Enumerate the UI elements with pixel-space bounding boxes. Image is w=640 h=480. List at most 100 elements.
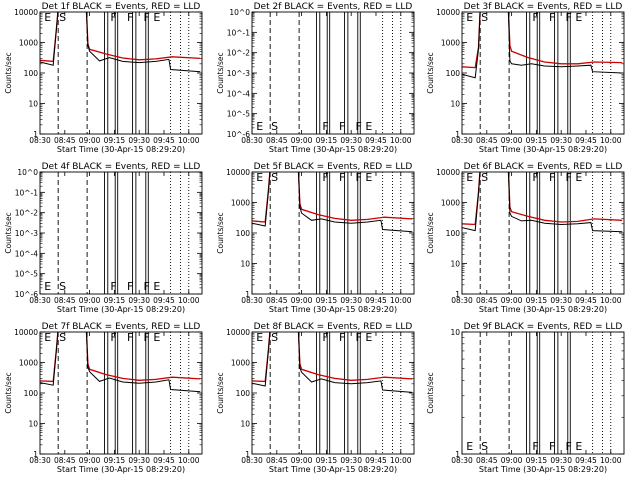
chart-panel-3: Det 3f BLACK = Events, RED = LLD Counts/s… bbox=[426, 2, 625, 154]
chart-panel-2: Det 2f BLACK = Events, RED = LLD Counts/s… bbox=[216, 2, 415, 154]
y-tick-label: 1000 bbox=[231, 199, 250, 208]
y-tick-label: 10^-4 bbox=[227, 89, 251, 98]
flag-marker: F bbox=[565, 171, 571, 184]
y-tick-label: 1 bbox=[33, 450, 38, 459]
y-tick-label: 10 bbox=[450, 100, 460, 109]
y-tick-label: 10^-4 bbox=[15, 249, 39, 258]
y-tick-label: 10^-6 bbox=[15, 290, 39, 299]
flag-marker: S bbox=[59, 331, 66, 344]
y-tick-label: 10000 bbox=[226, 328, 250, 337]
plot-frame bbox=[461, 331, 625, 455]
x-tick-label: 09:00 bbox=[79, 456, 101, 465]
flag-marker: S bbox=[481, 171, 488, 184]
x-tick-label: 09:15 bbox=[526, 456, 548, 465]
chart-panel-7: Det 7f BLACK = Events, RED = LLD Counts/s… bbox=[4, 322, 203, 474]
flag-marker: F bbox=[127, 11, 133, 24]
x-tick-label: 09:45 bbox=[575, 136, 597, 145]
x-tick-label: 08:45 bbox=[476, 456, 498, 465]
x-tick-label: 08:45 bbox=[266, 136, 288, 145]
x-tick-label: 10:00 bbox=[178, 456, 200, 465]
flag-marker: S bbox=[59, 280, 66, 293]
events-series-line bbox=[252, 332, 413, 393]
x-tick-label: 09:30 bbox=[128, 136, 150, 145]
flag-marker: F bbox=[127, 331, 133, 344]
chart-title: Det 1f BLACK = Events, RED = LLD bbox=[42, 2, 201, 12]
y-axis-label: Counts/sec bbox=[4, 212, 13, 253]
x-tick-label: 09:45 bbox=[575, 296, 597, 305]
x-axis-label: Start Time (30-Apr-15 08:29:20) bbox=[57, 465, 185, 474]
chart-panel-9: Det 9f BLACK = Events, RED = LLD Counts/s… bbox=[426, 322, 625, 474]
y-tick-label: 10 bbox=[450, 260, 460, 269]
flag-marker: S bbox=[271, 120, 278, 133]
x-axis-label: Start Time (30-Apr-15 08:29:20) bbox=[269, 145, 397, 154]
x-tick-label: 09:15 bbox=[316, 456, 338, 465]
y-tick-label: 10000 bbox=[436, 8, 460, 17]
x-tick-label: 09:45 bbox=[153, 136, 175, 145]
flag-marker: E bbox=[365, 331, 372, 344]
flag-marker: E bbox=[466, 171, 473, 184]
chart-panel-6: Det 6f BLACK = Events, RED = LLD Counts/s… bbox=[426, 162, 625, 314]
x-axis-label: Start Time (30-Apr-15 08:29:20) bbox=[269, 465, 397, 474]
y-tick-label: 10 bbox=[28, 100, 38, 109]
x-tick-label: 08:30 bbox=[29, 136, 51, 145]
flag-marker: E bbox=[365, 120, 372, 133]
y-tick-label: 1000 bbox=[19, 39, 38, 48]
flag-marker: F bbox=[110, 11, 116, 24]
flag-marker: F bbox=[355, 331, 361, 344]
flag-marker: E bbox=[256, 171, 263, 184]
x-tick-label: 09:30 bbox=[340, 296, 362, 305]
chart-title: Det 2f BLACK = Events, RED = LLD bbox=[254, 2, 413, 12]
flag-marker: F bbox=[565, 11, 571, 24]
x-tick-label: 08:45 bbox=[266, 456, 288, 465]
plot-frame bbox=[39, 11, 203, 135]
plot-frame bbox=[251, 11, 415, 135]
x-tick-label: 10:00 bbox=[390, 136, 412, 145]
x-tick-label: 09:30 bbox=[550, 456, 572, 465]
chart-panel-1: Det 1f BLACK = Events, RED = LLD Counts/s… bbox=[4, 2, 203, 154]
x-tick-label: 09:45 bbox=[365, 136, 387, 145]
x-tick-label: 10:00 bbox=[178, 296, 200, 305]
plot-frame bbox=[461, 11, 625, 135]
flag-marker: F bbox=[532, 171, 538, 184]
plot-frame bbox=[251, 171, 415, 295]
x-tick-label: 09:15 bbox=[104, 296, 126, 305]
x-tick-label: 09:00 bbox=[79, 136, 101, 145]
x-tick-label: 08:45 bbox=[266, 296, 288, 305]
y-tick-label: 100 bbox=[236, 229, 251, 238]
y-tick-label: 1 bbox=[455, 290, 460, 299]
chart-panel-5: Det 5f BLACK = Events, RED = LLD Counts/s… bbox=[216, 162, 415, 314]
y-tick-label: 1000 bbox=[441, 199, 460, 208]
flag-marker: E bbox=[575, 440, 582, 453]
flag-marker: E bbox=[44, 331, 51, 344]
flag-marker: E bbox=[575, 11, 582, 24]
x-tick-label: 10:00 bbox=[600, 296, 622, 305]
plot-frame bbox=[39, 171, 203, 295]
flag-marker: F bbox=[532, 11, 538, 24]
y-tick-label: 10^-1 bbox=[15, 188, 39, 197]
chart-title: Det 8f BLACK = Events, RED = LLD bbox=[254, 322, 413, 332]
y-tick-label: 10000 bbox=[14, 328, 38, 337]
flag-marker: F bbox=[355, 171, 361, 184]
y-tick-label: 10 bbox=[450, 328, 460, 337]
x-tick-label: 08:45 bbox=[476, 296, 498, 305]
y-tick-label: 100 bbox=[24, 69, 39, 78]
x-axis-label: Start Time (30-Apr-15 08:29:20) bbox=[269, 305, 397, 314]
flag-marker: E bbox=[153, 280, 160, 293]
x-tick-label: 08:30 bbox=[29, 456, 51, 465]
flag-marker: E bbox=[365, 171, 372, 184]
x-tick-label: 09:15 bbox=[316, 136, 338, 145]
x-tick-label: 08:30 bbox=[241, 136, 263, 145]
x-tick-label: 08:45 bbox=[54, 456, 76, 465]
x-tick-label: 09:00 bbox=[291, 136, 313, 145]
x-tick-label: 08:45 bbox=[54, 296, 76, 305]
y-tick-label: 1000 bbox=[19, 359, 38, 368]
x-tick-label: 09:30 bbox=[340, 456, 362, 465]
y-axis-label: Counts/sec bbox=[4, 52, 13, 93]
x-tick-label: 09:30 bbox=[550, 296, 572, 305]
